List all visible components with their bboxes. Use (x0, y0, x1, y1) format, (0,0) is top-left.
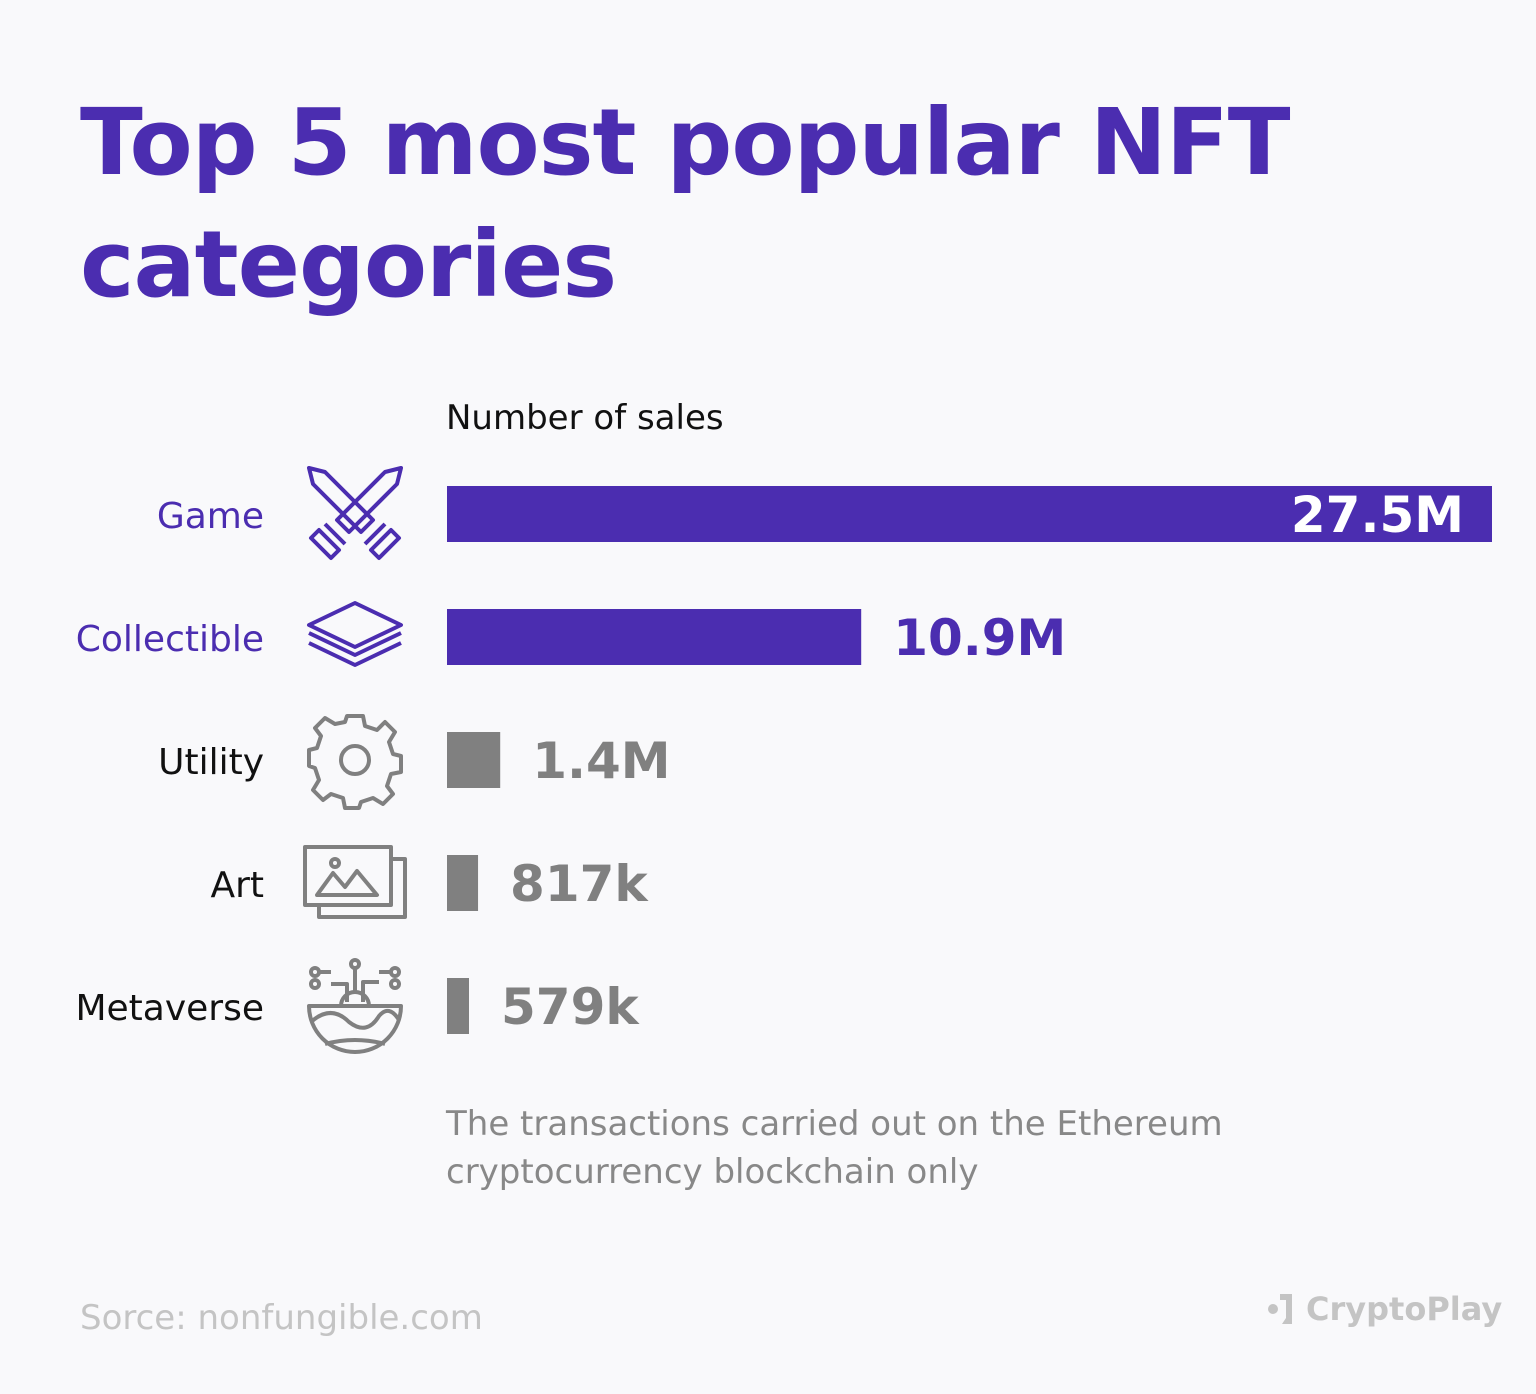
bar-row-game: Game 27.5M (157, 466, 1492, 560)
chart-subtitle: Number of sales (446, 398, 724, 438)
brand-name: CryptoPlay (1306, 1290, 1503, 1328)
bar (447, 486, 1492, 542)
chart-note: The transactions carried out on the Ethe… (446, 1104, 1223, 1192)
bar-row-utility: Utility 1.4M (158, 714, 671, 810)
gear-icon (307, 714, 403, 810)
source-text: Sorce: nonfungible.com (80, 1298, 483, 1338)
brand-logo: CryptoPlay (1268, 1290, 1502, 1328)
category-label: Metaverse (75, 988, 264, 1029)
category-label: Collectible (76, 619, 264, 660)
category-label: Game (157, 496, 264, 537)
data-label: 579k (501, 978, 640, 1036)
bar (447, 978, 470, 1034)
bar-row-collectible: Collectible 10.9M (76, 601, 1066, 667)
bar (447, 855, 479, 911)
crossed-swords-icon (307, 466, 403, 560)
data-label: 817k (510, 855, 649, 913)
category-label: Art (210, 865, 264, 906)
images-icon (303, 845, 407, 919)
data-label: 1.4M (532, 732, 670, 790)
bar (447, 609, 862, 665)
layers-icon (307, 601, 403, 667)
category-label: Utility (158, 742, 264, 783)
data-label: 27.5M (1291, 486, 1464, 544)
bar-row-metaverse: Metaverse 579k (75, 958, 640, 1054)
metaverse-globe-icon (307, 958, 403, 1054)
chart-title: Top 5 most popular NFT categories (80, 89, 1291, 318)
data-label: 10.9M (893, 609, 1066, 667)
bar (447, 732, 501, 788)
cryptoplay-logo-icon (1268, 1294, 1292, 1324)
bar-row-art: Art 817k (210, 845, 649, 919)
